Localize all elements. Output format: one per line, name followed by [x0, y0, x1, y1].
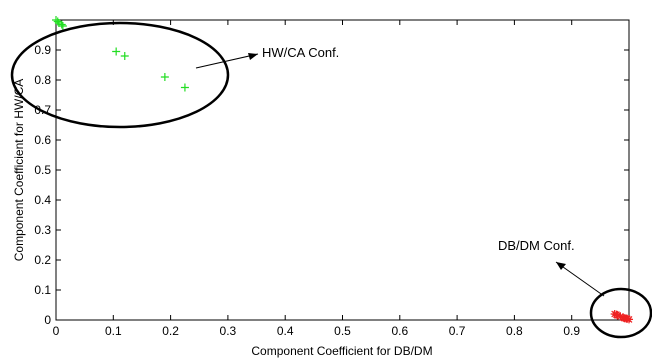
data-point-star: [612, 310, 621, 319]
data-point-star: [616, 312, 625, 321]
data-point-plus: [112, 47, 121, 56]
data-point-star: [623, 314, 632, 323]
x-tick-label: 0.9: [563, 324, 580, 338]
hwca-arrow: [195, 53, 259, 69]
dbdm-arrow: [555, 261, 605, 297]
hwca-arrowhead: [248, 53, 258, 60]
dbdm-arrowhead: [556, 262, 566, 270]
data-point-plus: [160, 73, 169, 81]
x-tick-label: 0.6: [391, 324, 408, 338]
y-tick-label: 0.9: [34, 43, 51, 57]
x-tick-label: 0.5: [334, 324, 351, 338]
y-tick-label: 0.6: [34, 133, 51, 147]
x-tick-label: 0.2: [162, 324, 179, 338]
x-tick-label: 0.3: [220, 324, 237, 338]
x-tick-label: 0.8: [506, 324, 523, 338]
y-tick-label: 0.3: [34, 223, 51, 237]
y-tick-label: 0.2: [34, 253, 51, 267]
data-point-plus: [180, 83, 189, 92]
x-tick-label: 0: [53, 324, 60, 338]
data-point-plus: [57, 20, 66, 29]
dbdm-cluster-ellipse: [589, 287, 652, 339]
y-tick-label: 0.8: [34, 73, 51, 87]
dbdm-annotation: DB/DM Conf.: [498, 238, 575, 253]
y-tick-label: 0.5: [34, 163, 51, 177]
y-tick-label: 0: [44, 313, 51, 327]
x-tick-label: 0.1: [105, 324, 122, 338]
y-axis-label: Component Coefficient for HW/CA: [12, 79, 26, 262]
hwca-annotation: HW/CA Conf.: [262, 45, 339, 60]
data-point-plus: [53, 17, 62, 26]
x-axis-label: Component Coefficient for DB/DM: [251, 344, 432, 358]
x-tick-label: 0.4: [277, 324, 294, 338]
data-points: [52, 16, 633, 324]
x-tick-label: 0.7: [449, 324, 466, 338]
y-tick-label: 0.4: [34, 193, 51, 207]
plot-frame: [55, 19, 630, 321]
y-axis-ticks: 00.10.20.30.40.50.60.70.80.9: [34, 43, 629, 327]
y-tick-label: 0.1: [34, 283, 51, 297]
data-point-plus: [120, 52, 129, 60]
x-axis-ticks: 0 0.1 0.2 0.3 0.4 0.5 0.6 0.7 0.8 0.9: [53, 20, 580, 338]
data-point-plus: [58, 22, 67, 30]
hwca-cluster-ellipse: [10, 21, 230, 129]
